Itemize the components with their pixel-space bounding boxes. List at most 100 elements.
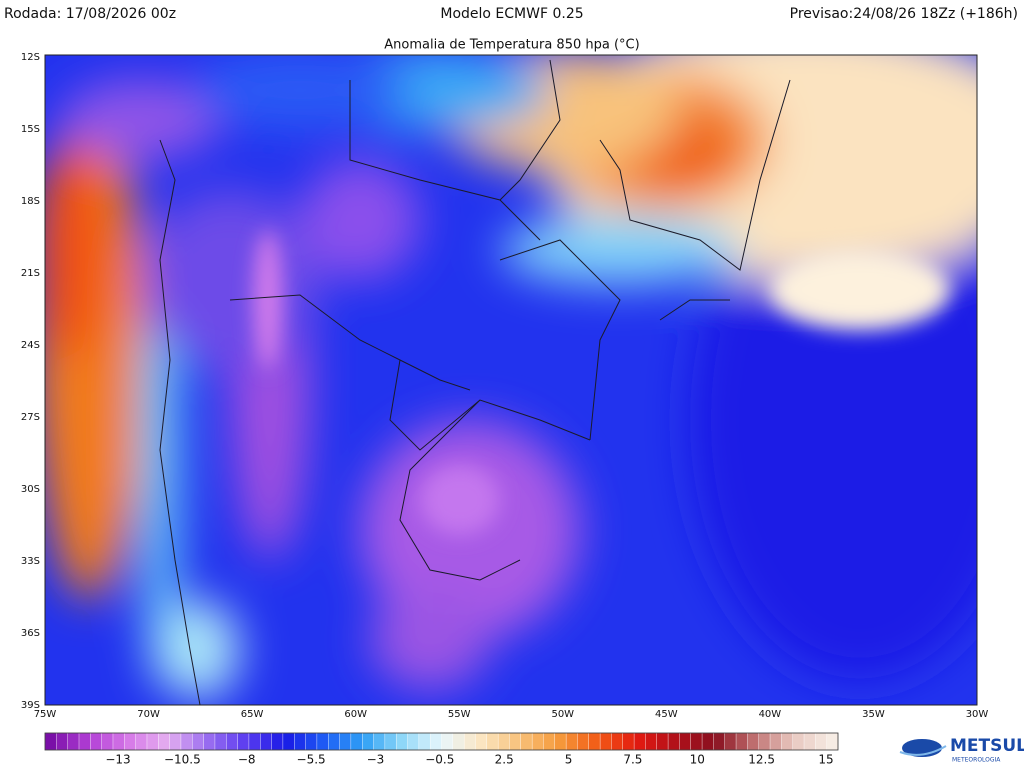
colorbar: −13 −10.5 −8 −5.5 −3 −0.5 2.5 5 7.5 10 12.5 15 (44, 732, 839, 767)
lat-label: 36S (21, 628, 40, 639)
colorbar-box (203, 732, 216, 751)
colorbar-box (781, 732, 794, 751)
lon-label: 60W (344, 709, 367, 720)
lat-label: 39S (21, 700, 40, 711)
colorbar-box (407, 732, 420, 751)
colorbar-box (362, 732, 375, 751)
lat-label: 30S (21, 484, 40, 495)
colorbar-label: −8 (238, 753, 256, 767)
colorbar-box (146, 732, 159, 751)
colorbar-box (305, 732, 318, 751)
colorbar-box (679, 732, 692, 751)
colorbar-label: −10.5 (164, 753, 201, 767)
colorbar-box (803, 732, 816, 751)
colorbar-box (565, 732, 578, 751)
colorbar-box (599, 732, 612, 751)
colorbar-box (724, 732, 737, 751)
colorbar-label: −5.5 (297, 753, 326, 767)
colorbar-box (577, 732, 590, 751)
lon-label: 75W (34, 709, 57, 720)
colorbar-box (226, 732, 239, 751)
colorbar-box (384, 732, 397, 751)
colorbar-label: 12.5 (748, 753, 775, 767)
colorbar-box (294, 732, 307, 751)
colorbar-box (554, 732, 567, 751)
colorbar-label: −0.5 (425, 753, 454, 767)
colorbar-box (56, 732, 69, 751)
colorbar-box (486, 732, 499, 751)
colorbar-box (418, 732, 431, 751)
colorbar-label: 7.5 (623, 753, 642, 767)
lon-label: 30W (966, 709, 989, 720)
colorbar-box (271, 732, 284, 751)
colorbar-box (373, 732, 386, 751)
colorbar-box (78, 732, 91, 751)
colorbar-box (158, 732, 171, 751)
colorbar-box (645, 732, 658, 751)
lat-label: 15S (21, 124, 40, 135)
colorbar-box (248, 732, 261, 751)
colorbar-box (339, 732, 352, 751)
lon-label: 35W (862, 709, 885, 720)
colorbar-box (520, 732, 533, 751)
colorbar-box (690, 732, 703, 751)
lat-label: 12S (21, 52, 40, 63)
logo-name: METSUL (950, 736, 1024, 756)
colorbar-box (713, 732, 726, 751)
colorbar-box (316, 732, 329, 751)
colorbar-box (44, 732, 57, 751)
colorbar-box (169, 732, 182, 751)
colorbar-box (452, 732, 465, 751)
colorbar-box (735, 732, 748, 751)
colorbar-box (463, 732, 476, 751)
lon-label: 55W (448, 709, 471, 720)
colorbar-label: 15 (818, 753, 833, 767)
colorbar-box (747, 732, 760, 751)
colorbar-box (124, 732, 137, 751)
colorbar-box (543, 732, 556, 751)
colorbar-box (441, 732, 454, 751)
colorbar-box (792, 732, 805, 751)
colorbar-box (101, 732, 114, 751)
colorbar-box (815, 732, 828, 751)
colorbar-frame (44, 732, 839, 751)
colorbar-box (633, 732, 646, 751)
lon-label: 45W (655, 709, 678, 720)
colorbar-box (429, 732, 442, 751)
lat-label: 27S (21, 412, 40, 423)
lat-label: 33S (21, 556, 40, 567)
model-label: Modelo ECMWF 0.25 (440, 6, 583, 22)
lon-label: 40W (759, 709, 782, 720)
lat-label: 18S (21, 196, 40, 207)
logo-swoosh (899, 745, 947, 756)
lon-label: 65W (241, 709, 264, 720)
colorbar-box (497, 732, 510, 751)
colorbar-box (328, 732, 341, 751)
colorbar-box (192, 732, 205, 751)
map-field (45, 55, 977, 705)
colorbar-box (395, 732, 409, 751)
forecast-label: Previsao:24/08/26 18Zz (+186h) (790, 6, 1018, 22)
colorbar-box (509, 732, 522, 751)
colorbar-box (701, 732, 714, 751)
borders (159, 59, 791, 705)
colorbar-box (588, 732, 601, 751)
logo-tagline: METEOROLOGIA (952, 757, 1001, 764)
colorbar-box (180, 732, 193, 751)
colorbar-box (826, 732, 839, 751)
colorbar-box (667, 732, 680, 751)
lat-label: 24S (21, 340, 40, 351)
colorbar-box (475, 732, 488, 751)
colorbar-box (531, 732, 544, 751)
lat-label: 21S (21, 268, 40, 279)
colorbar-box (67, 732, 80, 751)
colorbar-box (214, 732, 227, 751)
run-label: Rodada: 17/08/2026 00z (4, 6, 176, 22)
colorbar-box (758, 732, 771, 751)
colorbar-box (769, 732, 782, 751)
colorbar-label: 5 (565, 753, 573, 767)
colorbar-label: 2.5 (495, 753, 514, 767)
lon-label: 70W (137, 709, 160, 720)
